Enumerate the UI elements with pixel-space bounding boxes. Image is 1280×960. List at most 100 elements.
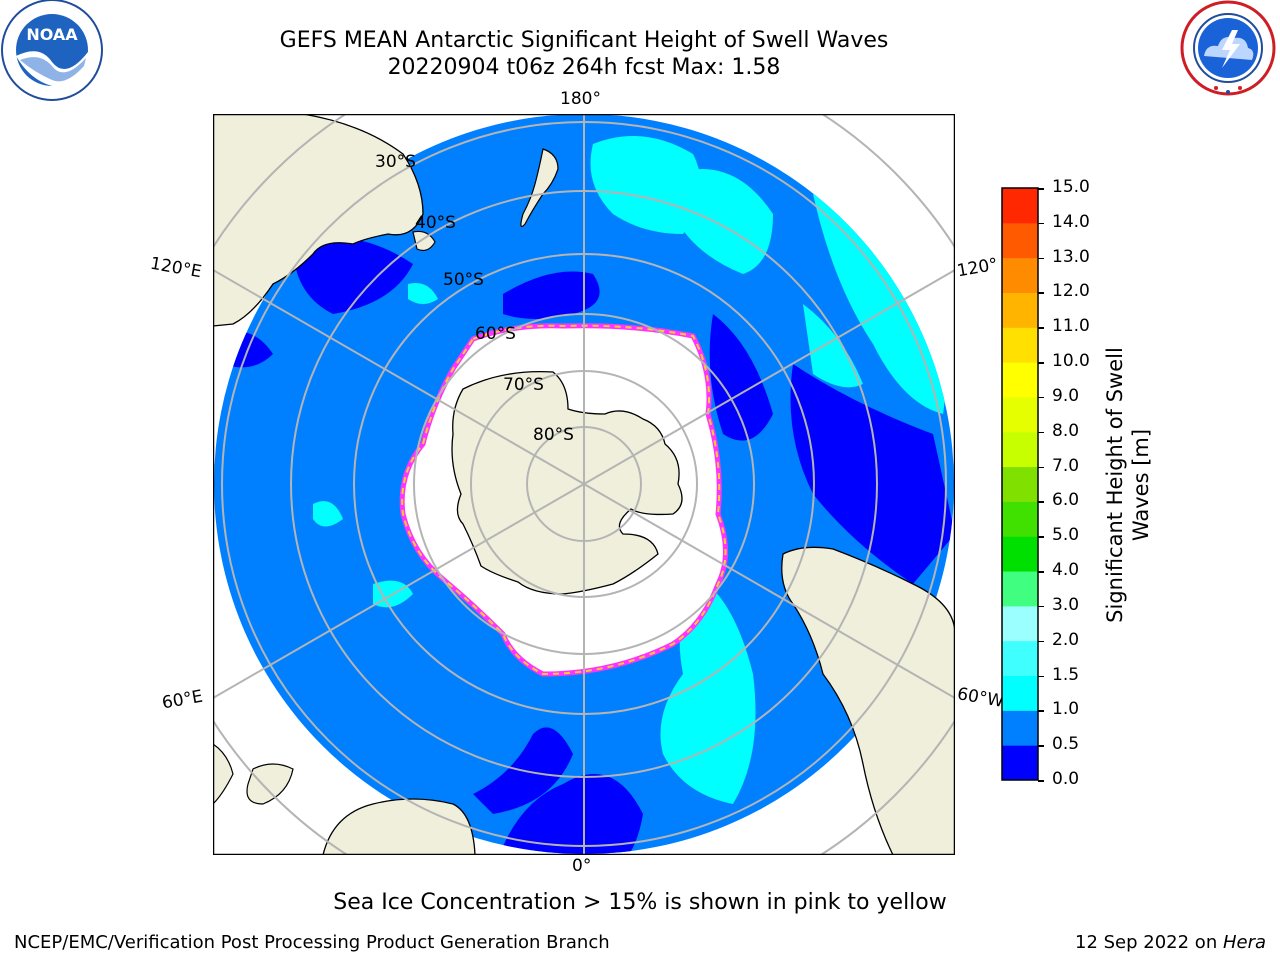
colorbar-tick-label: 0.0 [1052,769,1080,789]
chart-title-line2: 20220904 t06z 264h fcst Max: 1.58 [387,55,781,80]
sea-ice-edge-yellow [401,324,727,676]
colorbar-segment [1002,640,1038,677]
colorbar-tick-mark [1038,710,1044,712]
madagascar-landmass [246,763,294,805]
colorbar-segment [1002,292,1038,328]
colorbar-tick-label: 8.0 [1052,420,1080,441]
colorbar-tick-mark [1038,675,1044,678]
colorbar-tick-label: 3.0 [1052,594,1080,615]
tasmania-landmass [412,230,436,252]
footer-date-text: 12 Sep 2022 on [1075,932,1223,953]
colorbar-title-line1: Significant Height of Swell [1103,347,1127,623]
colorbar-tick-mark [1038,222,1044,225]
lat-label-30s: 30°S [375,152,416,172]
swell-patch [803,304,863,388]
landmass-fragment [213,743,234,805]
nws-logo [1176,0,1280,100]
low-swell-region [293,237,413,314]
longitude-gridlines [213,114,955,855]
colorbar-tick-label: 15.0 [1052,177,1090,197]
new-zealand-landmass [520,148,559,227]
chart-title-line1: GEFS MEAN Antarctic Significant Height o… [279,28,889,53]
colorbar-segment [1002,675,1038,711]
africa-landmass [322,798,476,855]
lat-label-60s: 60°S [475,324,516,344]
colorbar-tick-mark [1038,605,1044,608]
noaa-logo: NOAA [0,0,104,104]
colorbar-segment [1002,257,1038,293]
colorbar-segment [1002,710,1038,746]
lon-label-60e: 60°E [160,686,205,714]
colorbar-tick-label: 11.0 [1052,316,1090,337]
colorbar-tick-label: 10.0 [1052,351,1090,372]
colorbar-tick-label: 1.5 [1052,664,1080,685]
colorbar-tick-mark [1038,188,1044,190]
colorbar-tick-label: 6.0 [1052,490,1080,511]
colorbar-segment [1002,571,1038,607]
australia-landmass [213,114,424,327]
colorbar-segment [1002,536,1038,572]
lon-label-60w: 60°W [955,684,1006,712]
colorbar-segment [1002,362,1038,398]
low-swell-region [493,774,643,854]
colorbar-segment [1002,188,1038,224]
colorbar-tick-mark [1038,745,1044,747]
colorbar-segment [1002,431,1038,468]
svg-text:NOAA: NOAA [26,25,78,44]
colorbar-ticks: 0.0 0.5 1.0 1.5 2.0 3.0 4.0 5.0 6.0 7.0 8.0 9.0 10.0… [1038,0,1114,960]
swell-patch [813,194,945,414]
colorbar-tick-label: 1.0 [1052,699,1080,720]
colorbar-tick-label: 0.5 [1052,734,1080,755]
colorbar-segment [1002,466,1038,502]
colorbar-tick-mark [1038,501,1044,503]
footer-credit: NCEP/EMC/Verification Post Processing Pr… [14,932,610,953]
swell-patch [673,169,773,274]
low-swell-region [790,364,954,584]
colorbar-title-line2: Waves [m] [1129,428,1153,542]
colorbar-tick-mark [1038,536,1044,538]
colorbar-segment [1002,745,1038,781]
antarctica-landmass [451,370,683,595]
sea-ice-note: Sea Ice Concentration > 15% is shown in … [333,890,947,915]
colorbar-tick-mark [1038,466,1044,469]
colorbar-tick-label: 13.0 [1052,246,1090,267]
footer-date: 12 Sep 2022 on Hera [1075,932,1266,953]
lon-label-180: 180° [560,89,601,109]
colorbar-tick-mark [1038,396,1044,399]
lon-label-0: 0° [572,856,592,876]
polar-map [212,113,956,856]
lat-label-80s: 80°S [533,425,574,445]
colorbar-tick-mark [1038,327,1044,329]
colorbar-segment [1002,605,1038,642]
lat-label-40s: 40°S [415,213,456,233]
colorbar-segment [1002,222,1038,259]
colorbar-segment [1002,501,1038,537]
swell-patch [408,283,438,304]
colorbar-segment [1002,327,1038,363]
colorbar-tick-mark [1038,571,1044,573]
map-frame [212,113,956,856]
colorbar-tick-mark [1038,780,1044,782]
colorbar [1000,186,1040,782]
low-swell-region [709,314,773,441]
colorbar-tick-mark [1038,257,1044,260]
low-swell-region [503,271,600,319]
colorbar-tick-mark [1038,362,1044,364]
colorbar-tick-label: 12.0 [1052,281,1090,302]
colorbar-tick-label: 5.0 [1052,525,1080,546]
lat-label-50s: 50°S [443,270,484,290]
colorbar-tick-label: 7.0 [1052,455,1080,476]
colorbar-tick-label: 2.0 [1052,629,1080,650]
colorbar-tick-label: 14.0 [1052,211,1090,232]
colorbar-tick-label: 9.0 [1052,385,1080,406]
colorbar-frame [1001,187,1039,781]
lon-label-120e: 120°E [148,253,204,283]
colorbar-segment [1002,396,1038,433]
colorbar-tick-mark [1038,292,1044,294]
colorbar-tick-label: 4.0 [1052,560,1080,581]
footer-machine: Hera [1222,932,1266,953]
colorbar-tick-mark [1038,640,1044,643]
colorbar-tick-mark [1038,431,1044,434]
swell-patch [313,501,343,527]
lat-label-70s: 70°S [503,375,544,395]
